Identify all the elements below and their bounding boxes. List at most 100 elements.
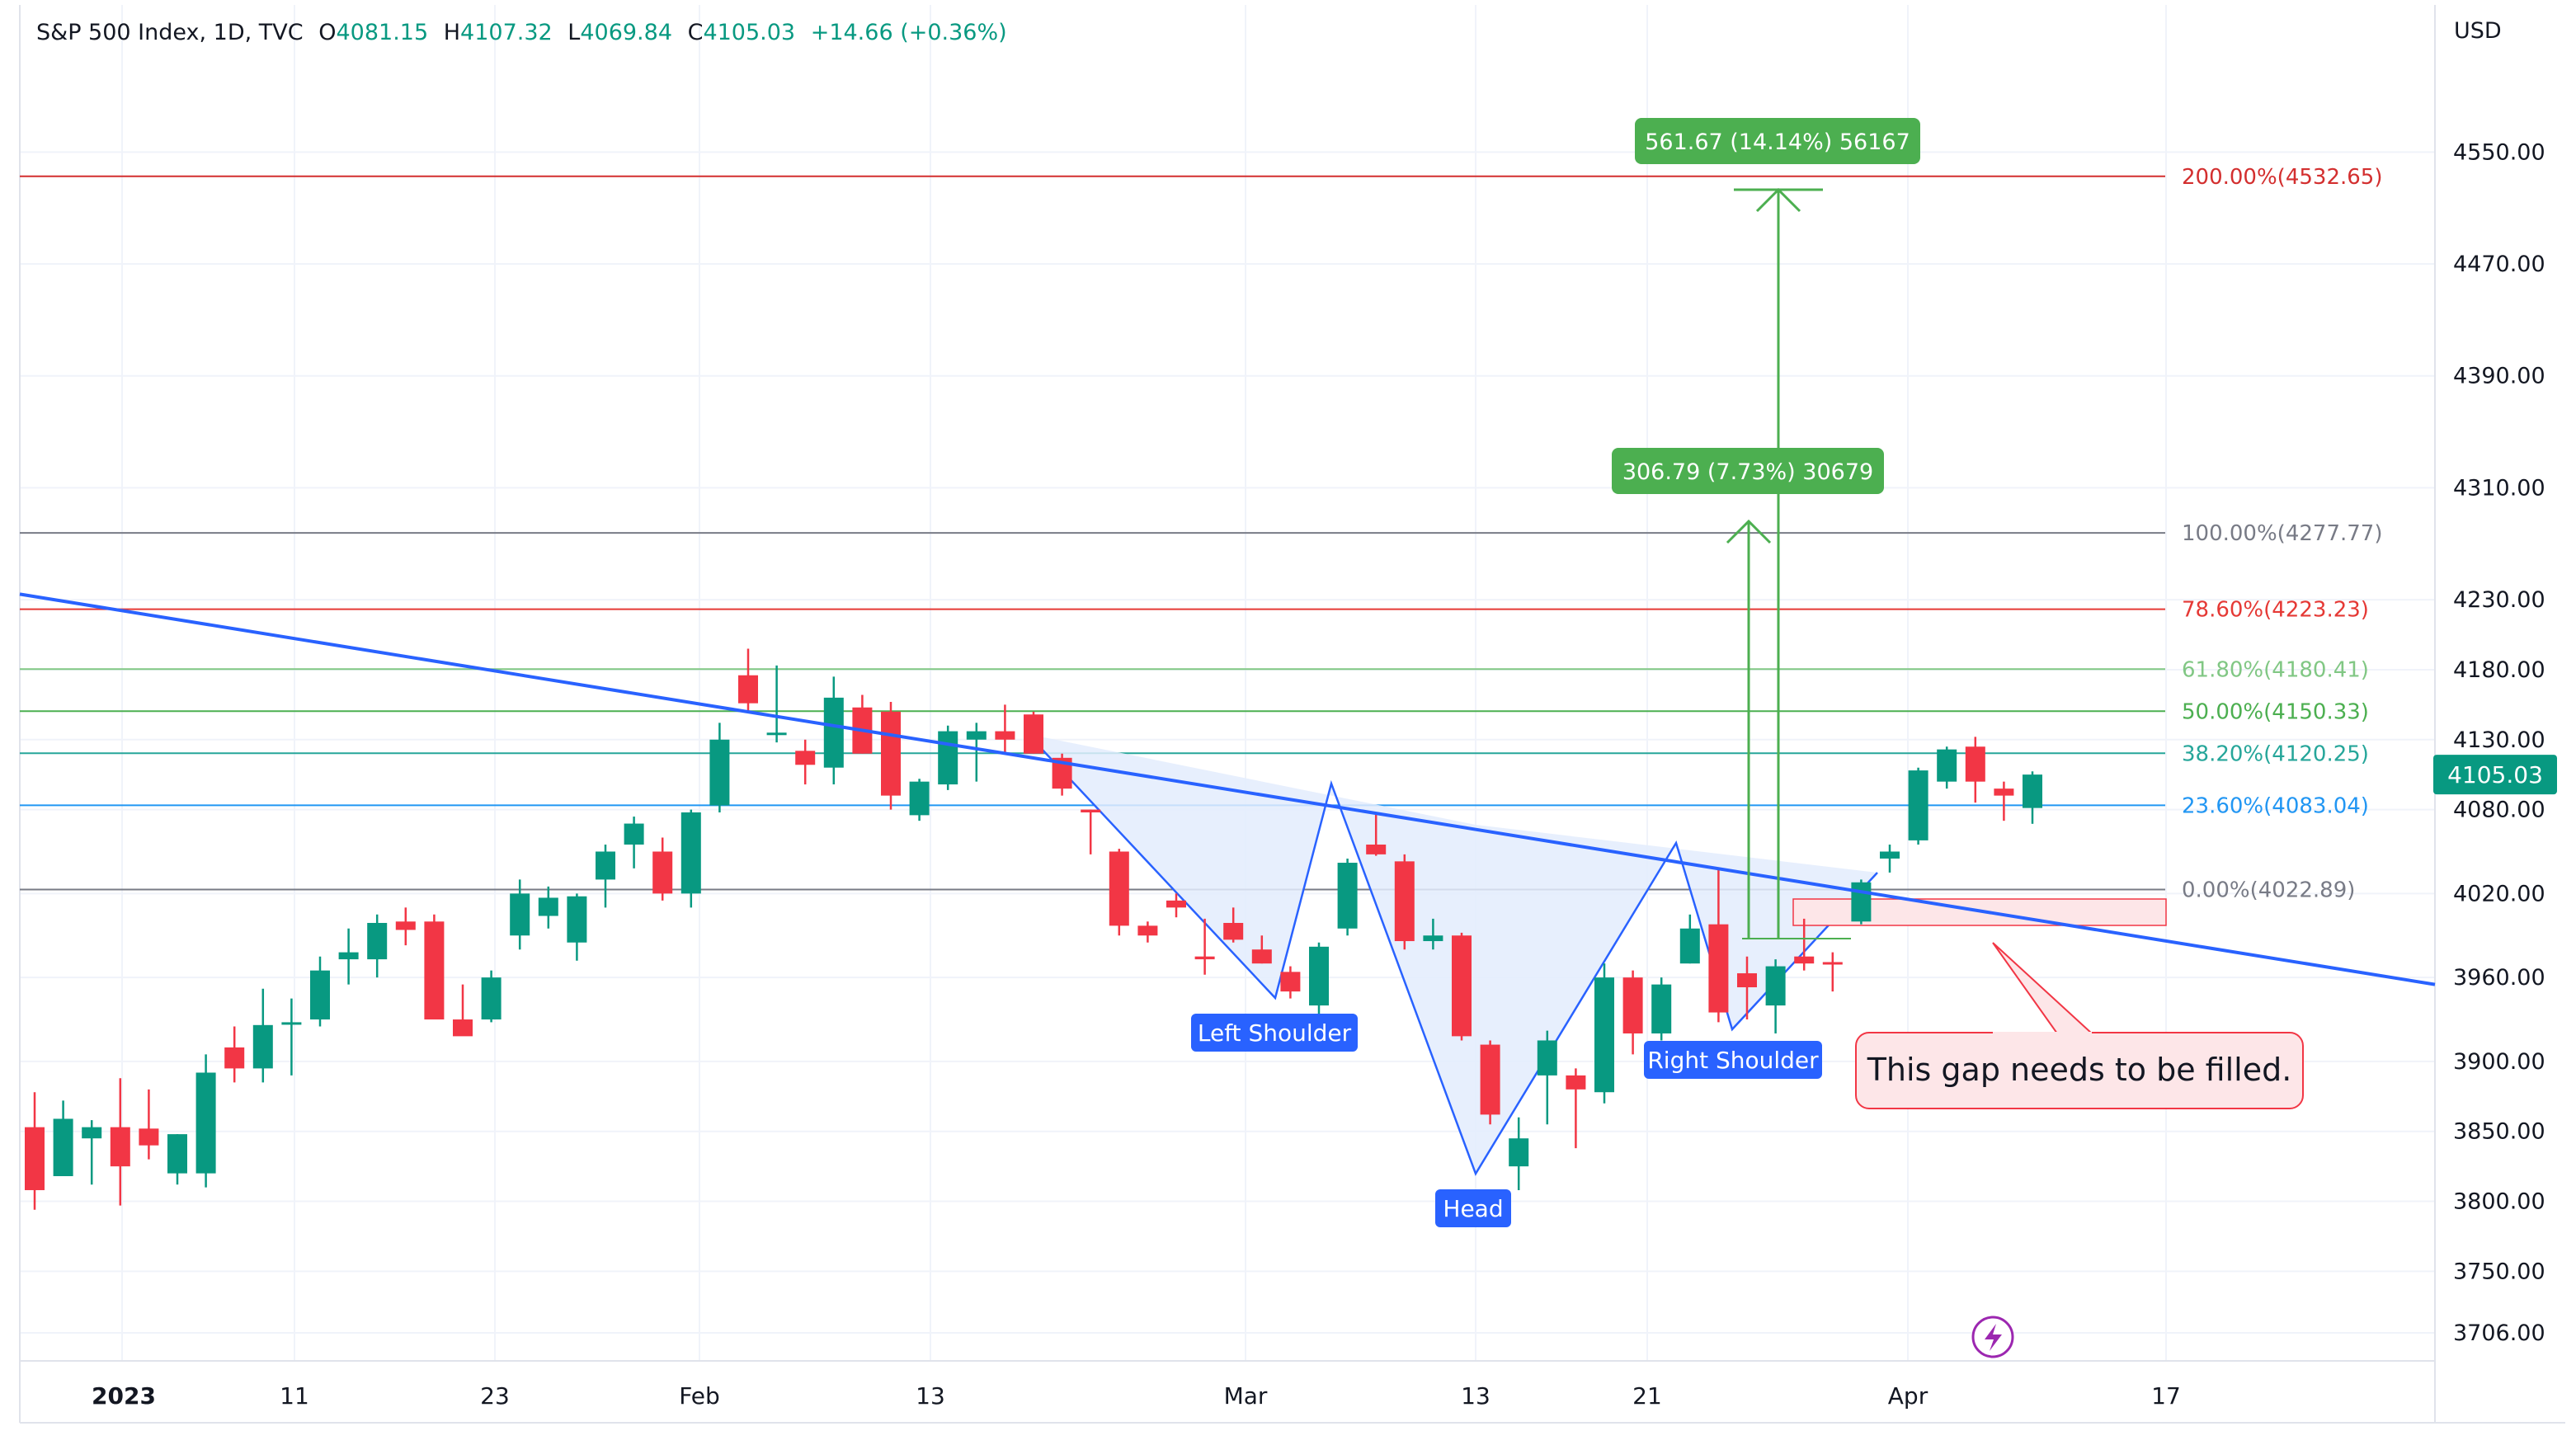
candle[interactable] — [1280, 966, 1301, 999]
candle[interactable] — [1394, 854, 1415, 950]
candle[interactable] — [167, 1134, 187, 1185]
candle[interactable] — [1366, 812, 1387, 856]
candle[interactable] — [766, 665, 787, 743]
candle[interactable] — [1537, 1030, 1557, 1125]
price-axis-tick[interactable]: 4230.00 — [2453, 587, 2545, 613]
candle[interactable] — [1166, 893, 1186, 918]
candle[interactable] — [453, 984, 473, 1037]
candle[interactable] — [1594, 963, 1614, 1104]
candle[interactable] — [1679, 914, 1700, 964]
neckline-trendline[interactable] — [19, 592, 2436, 986]
candle[interactable] — [1622, 970, 1643, 1055]
axes[interactable]: 4550.00 4470.00 4390.00 4310.00 4230.00 4180.… — [92, 139, 2557, 1410]
candle[interactable] — [195, 1054, 216, 1188]
price-axis-tick[interactable]: 3706.00 — [2453, 1320, 2545, 1346]
time-axis-tick[interactable]: 17 — [2151, 1382, 2181, 1410]
candle[interactable] — [1880, 844, 1900, 873]
time-axis-tick[interactable]: 2023 — [92, 1382, 156, 1410]
candle[interactable] — [224, 1026, 245, 1083]
candle[interactable] — [25, 1092, 45, 1210]
candle[interactable] — [795, 739, 816, 785]
candle[interactable] — [680, 809, 701, 908]
gap-callout[interactable]: This gap needs to be filled. — [1855, 942, 2304, 1109]
candle[interactable] — [709, 723, 730, 812]
candle[interactable] — [1309, 942, 1329, 1020]
lightning-icon[interactable] — [1971, 1316, 2014, 1358]
candle[interactable] — [424, 914, 445, 1020]
candle[interactable] — [1251, 935, 1272, 964]
time-axis-tick[interactable]: 13 — [1461, 1382, 1491, 1410]
candle[interactable] — [252, 988, 273, 1083]
last-price-tag[interactable]: 4105.03 — [2433, 755, 2557, 795]
time-axis-tick[interactable]: 13 — [916, 1382, 945, 1410]
candle[interactable] — [624, 817, 644, 868]
candle[interactable] — [909, 779, 930, 821]
candle[interactable] — [1708, 868, 1729, 1023]
price-axis-tick[interactable]: 4310.00 — [2453, 475, 2545, 501]
candle[interactable] — [510, 879, 530, 950]
measure-badge-1[interactable]: 306.79 (7.73%) 30679 — [1612, 448, 1884, 494]
candle[interactable] — [1908, 767, 1928, 845]
candle[interactable] — [596, 844, 615, 908]
candle[interactable] — [1566, 1068, 1586, 1149]
candle[interactable] — [938, 725, 958, 790]
price-axis-tick[interactable]: 3750.00 — [2453, 1259, 2545, 1284]
price-axis-tick[interactable]: 3850.00 — [2453, 1119, 2545, 1145]
price-axis-tick[interactable]: 4020.00 — [2453, 881, 2545, 906]
candle[interactable] — [966, 723, 987, 782]
price-axis-tick[interactable]: 3960.00 — [2453, 965, 2545, 991]
right-shoulder-label[interactable]: Right Shoulder — [1644, 1041, 1822, 1079]
candle[interactable] — [1509, 1117, 1529, 1190]
symbol-legend[interactable]: S&P 500 Index, 1D, TVC O4081.15 H4107.32… — [36, 20, 1007, 45]
candles[interactable] — [25, 648, 2042, 1210]
candle[interactable] — [1194, 918, 1215, 975]
candle[interactable] — [1994, 781, 2014, 821]
measurement-tools[interactable]: 306.79 (7.73%) 30679 561.67 (14.14%) 5616… — [1612, 118, 1920, 939]
price-axis-tick[interactable]: 4130.00 — [2453, 727, 2545, 753]
candle[interactable] — [1081, 809, 1101, 854]
candle[interactable] — [567, 893, 587, 961]
candle[interactable] — [1794, 918, 1815, 971]
candle[interactable] — [1937, 746, 1957, 789]
candle[interactable] — [310, 956, 330, 1027]
candle[interactable] — [1223, 907, 1244, 943]
time-axis-tick[interactable]: 23 — [480, 1382, 510, 1410]
candle[interactable] — [1851, 879, 1872, 925]
time-axis-tick[interactable]: Mar — [1224, 1382, 1268, 1410]
candle[interactable] — [395, 907, 416, 946]
candle[interactable] — [1452, 932, 1472, 1041]
candle[interactable] — [2023, 771, 2042, 824]
measure-badge-2[interactable]: 561.67 (14.14%) 56167 — [1635, 118, 1920, 164]
annotations[interactable]: Left Shoulder Head Right Shoulder This gap … — [1191, 942, 2304, 1358]
candle[interactable] — [538, 886, 558, 929]
candle[interactable] — [1965, 737, 1985, 803]
candle[interactable] — [1137, 921, 1158, 943]
price-axis-tick[interactable]: 3900.00 — [2453, 1049, 2545, 1075]
head-label[interactable]: Head — [1435, 1189, 1511, 1227]
candle[interactable] — [1337, 858, 1358, 936]
candle[interactable] — [881, 701, 901, 810]
candle[interactable] — [823, 676, 844, 785]
candle[interactable] — [1109, 849, 1129, 936]
symbol-name[interactable]: S&P 500 Index, 1D, TVC — [36, 20, 304, 45]
price-axis-tick[interactable]: 4470.00 — [2453, 252, 2545, 277]
candle[interactable] — [53, 1100, 73, 1177]
candle[interactable] — [995, 704, 1015, 754]
price-axis-tick[interactable]: 4390.00 — [2453, 364, 2545, 389]
candle[interactable] — [652, 837, 673, 901]
price-axis-tick[interactable]: 4080.00 — [2453, 798, 2545, 823]
price-axis-tick[interactable]: 3800.00 — [2453, 1189, 2545, 1215]
candle[interactable] — [1480, 1040, 1500, 1125]
candle[interactable] — [1651, 977, 1672, 1041]
time-axis-tick[interactable]: 11 — [280, 1382, 309, 1410]
time-axis-tick[interactable]: Apr — [1888, 1382, 1928, 1410]
price-axis-tick[interactable]: 4180.00 — [2453, 657, 2545, 683]
candle[interactable] — [367, 914, 388, 978]
candle[interactable] — [852, 694, 873, 754]
left-shoulder-label[interactable]: Left Shoulder — [1191, 1014, 1358, 1052]
candle[interactable] — [139, 1089, 159, 1160]
trendline[interactable] — [19, 592, 2436, 986]
candle[interactable] — [1423, 918, 1443, 950]
candle[interactable] — [1822, 952, 1843, 992]
candle[interactable] — [1024, 711, 1043, 754]
